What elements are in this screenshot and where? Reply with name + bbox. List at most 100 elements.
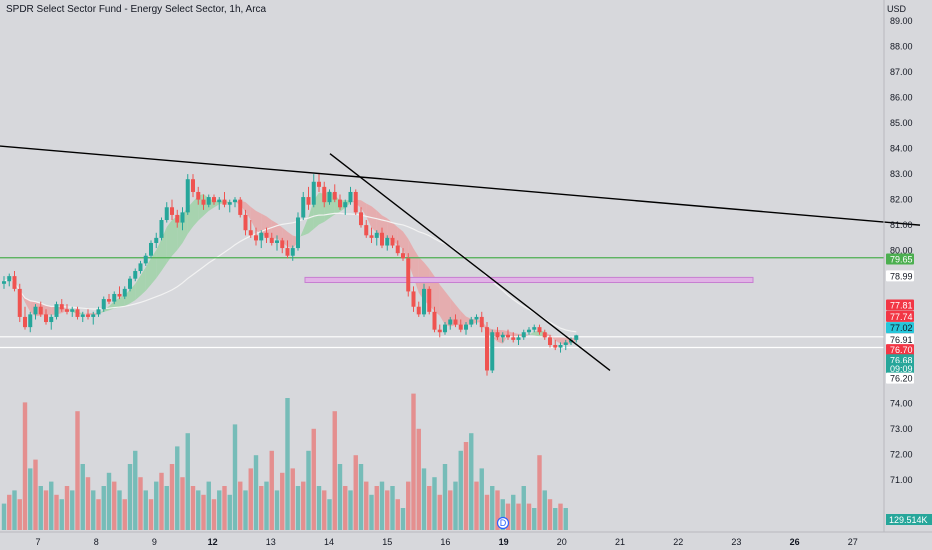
time-tick-label: 27 [848, 537, 858, 547]
volume-bar [348, 490, 353, 530]
trendline[interactable] [329, 153, 611, 372]
price-tick-label: 80.00 [890, 246, 913, 256]
volume-bar [490, 486, 495, 530]
volume-bar [22, 402, 28, 530]
candle [96, 306, 101, 317]
ma-ribbon-segment [529, 331, 535, 336]
price-badge: 76.91 [886, 333, 914, 345]
trendlines-layer [0, 145, 921, 372]
ma-ribbon-segment [145, 258, 151, 291]
candle [91, 311, 96, 325]
candle [563, 339, 568, 351]
candle [469, 316, 474, 328]
candle [70, 306, 75, 317]
candle [532, 324, 537, 333]
price-zone[interactable] [304, 276, 754, 284]
candle [159, 217, 164, 241]
ma-ribbon-segment [177, 214, 183, 250]
candle [170, 199, 174, 221]
time-tick-label: 13 [266, 537, 276, 547]
candle [479, 311, 484, 333]
volume-bar [264, 481, 269, 530]
svg-text:76.68: 76.68 [890, 355, 913, 365]
ma-ribbon-segment [46, 305, 52, 316]
candle [285, 240, 290, 259]
candle [432, 306, 437, 333]
candle [86, 309, 90, 320]
candle [196, 186, 201, 205]
price-badge: 77.74 [886, 310, 914, 322]
ma-ribbon-segment [271, 220, 277, 239]
volume-bar [442, 464, 448, 530]
volume-bar [196, 490, 201, 530]
ma-ribbon-segment [256, 210, 262, 235]
volume-bar [91, 490, 96, 530]
volume-bar [311, 428, 316, 530]
volume-bar [75, 411, 80, 530]
volume-bar [169, 464, 175, 530]
time-tick-label: 21 [615, 537, 625, 547]
ma-ribbon-segment [439, 284, 445, 325]
price-tick-label: 88.00 [890, 42, 913, 52]
trendline[interactable] [0, 145, 921, 226]
volume-bar [117, 490, 122, 530]
volume-bar [211, 499, 217, 530]
candle [380, 227, 384, 249]
volume-bar [432, 477, 437, 530]
candle [75, 306, 80, 320]
volume-bar [390, 486, 395, 530]
candle [311, 174, 316, 208]
price-tick-label: 74.00 [890, 399, 913, 409]
candle [401, 248, 405, 261]
time-tick-label: 8 [94, 537, 99, 547]
candle [390, 235, 395, 249]
candle [128, 276, 132, 292]
time-axis[interactable]: 7 8 9 12 13 14 15 16 19 20 21 22 23 26 27 [35, 537, 857, 547]
ma-ribbon-segment [287, 231, 293, 249]
candle [506, 329, 510, 340]
candle [537, 324, 542, 335]
volume-bar [122, 499, 127, 530]
ma-ribbon-segment [82, 313, 88, 315]
candle [154, 232, 159, 249]
events-marker[interactable]: D [496, 516, 510, 530]
ma-ribbon-segment [19, 290, 25, 303]
price-axis[interactable]: 89.00 88.00 87.00 86.00 85.00 84.00 83.00 82.00… [890, 16, 913, 485]
volume-bar [327, 499, 332, 530]
svg-text:77.81: 77.81 [890, 300, 913, 310]
price-badge: 78.99 [886, 270, 914, 282]
candle [149, 240, 153, 259]
ma-ribbon-segment [555, 336, 561, 344]
price-tick-label: 85.00 [890, 118, 913, 128]
dividend-marker-icon[interactable]: D [496, 516, 510, 530]
volume-bar [505, 503, 511, 530]
currency-label: USD [886, 4, 906, 14]
volume-bar [64, 486, 70, 530]
volume-bar [526, 503, 532, 530]
volume-bar [201, 494, 206, 530]
volume-bar [500, 499, 505, 530]
volume-bar [243, 490, 248, 530]
price-tick-label: 71.00 [890, 475, 913, 485]
volume-layer [1, 393, 568, 530]
svg-text:76.20: 76.20 [890, 374, 913, 384]
candle [332, 184, 337, 203]
ma-ribbon-segment [140, 267, 146, 296]
candle [474, 314, 479, 325]
volume-bar [38, 486, 43, 530]
svg-text:76.70: 76.70 [890, 345, 913, 355]
price-tick-label: 83.00 [890, 169, 913, 179]
price-tick-label: 84.00 [890, 144, 913, 154]
volume-bar [28, 468, 33, 530]
ma-ribbon-segment [109, 300, 115, 311]
candle [327, 189, 332, 205]
volume-bar [33, 459, 38, 530]
ma-ribbon-segment [135, 275, 141, 301]
ma-ribbon-segment [166, 220, 172, 264]
ma-ribbon-segment [376, 210, 382, 238]
volume-bar [12, 490, 17, 530]
candle [28, 311, 33, 333]
candle [364, 220, 369, 238]
volume-bar [148, 499, 154, 530]
